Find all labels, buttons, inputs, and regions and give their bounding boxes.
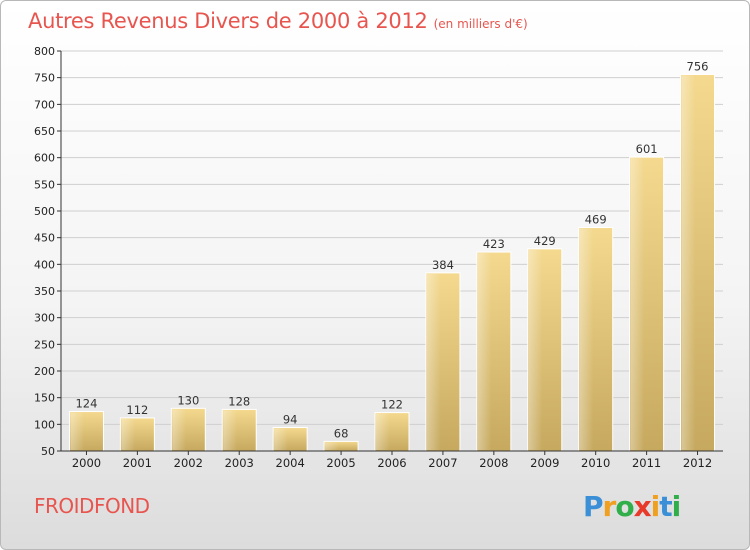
x-tick-label: 2001 bbox=[123, 456, 152, 470]
y-tick-label: 800 bbox=[34, 45, 55, 58]
data-label: 122 bbox=[381, 398, 403, 412]
x-tick-label: 2008 bbox=[479, 456, 508, 470]
bar-highlight bbox=[630, 158, 645, 450]
y-tick-label: 700 bbox=[34, 98, 55, 111]
x-tick-label: 2003 bbox=[225, 456, 254, 470]
bars: 124 112 130 128 94 68 122 384 423 429 469 601 756 bbox=[68, 59, 716, 452]
x-tick-label: 2012 bbox=[683, 456, 712, 470]
x-tick-label: 2006 bbox=[377, 456, 406, 470]
y-tick-label: 400 bbox=[34, 258, 55, 271]
x-tick-label: 2004 bbox=[276, 456, 305, 470]
grid-lines bbox=[61, 50, 723, 452]
data-label: 756 bbox=[687, 59, 709, 73]
data-label: 68 bbox=[334, 426, 349, 440]
logo-letter: i bbox=[650, 490, 661, 523]
place-name: FROIDFOND bbox=[34, 494, 150, 518]
y-tick-label: 350 bbox=[34, 285, 55, 298]
data-label: 469 bbox=[585, 213, 607, 227]
data-label: 423 bbox=[483, 237, 505, 251]
data-label: 112 bbox=[126, 403, 148, 417]
proxiti-logo[interactable]: Proxiti bbox=[583, 490, 682, 523]
data-label: 94 bbox=[283, 413, 298, 427]
logo-letter: o bbox=[615, 490, 634, 523]
data-label: 429 bbox=[534, 234, 556, 248]
x-tick-label: 2007 bbox=[428, 456, 457, 470]
bar-highlight bbox=[223, 410, 237, 450]
y-tick-label: 750 bbox=[34, 72, 55, 85]
data-label: 128 bbox=[228, 394, 250, 408]
y-tick-label: 500 bbox=[34, 205, 55, 218]
y-tick-label: 100 bbox=[34, 418, 55, 431]
chart-title: Autres Revenus Divers de 2000 à 2012 bbox=[28, 9, 428, 33]
x-tick-label: 2005 bbox=[326, 456, 355, 470]
bar-highlight bbox=[325, 442, 339, 450]
data-label: 130 bbox=[177, 393, 199, 407]
chart-title-block: Autres Revenus Divers de 2000 à 2012 (en … bbox=[28, 9, 528, 33]
x-tick-label: 2000 bbox=[72, 456, 101, 470]
logo-letter: t bbox=[659, 490, 672, 523]
bar-highlight bbox=[579, 228, 594, 450]
bar-highlight bbox=[426, 273, 441, 450]
y-tick-label: 250 bbox=[34, 338, 55, 351]
x-tick-label: 2010 bbox=[581, 456, 610, 470]
y-tick-label: 50 bbox=[41, 445, 55, 458]
chart-subtitle: (en milliers d'€) bbox=[433, 17, 528, 31]
y-tick-label: 650 bbox=[34, 125, 55, 138]
logo-letter: x bbox=[633, 490, 652, 523]
bar-highlight bbox=[172, 409, 186, 450]
y-tick-label: 600 bbox=[34, 152, 55, 165]
logo-letter: i bbox=[671, 490, 682, 523]
x-tick-label: 2009 bbox=[530, 456, 559, 470]
logo-letter: P bbox=[583, 490, 604, 523]
y-tick-label: 300 bbox=[34, 312, 55, 325]
logo-letter: r bbox=[602, 490, 617, 523]
bar-highlight bbox=[477, 253, 492, 450]
bar-highlight bbox=[70, 412, 85, 450]
y-tick-label: 550 bbox=[34, 178, 55, 191]
x-tick-label: 2002 bbox=[174, 456, 203, 470]
y-tick-label: 150 bbox=[34, 392, 55, 405]
y-tick-label: 450 bbox=[34, 232, 55, 245]
bar-highlight bbox=[528, 249, 543, 450]
data-label: 601 bbox=[636, 142, 658, 156]
bar-highlight bbox=[376, 413, 390, 450]
data-label: 384 bbox=[432, 258, 454, 272]
bar-highlight bbox=[274, 428, 288, 450]
bar-highlight bbox=[681, 75, 696, 450]
axes: 50 100 150 200 250 300 350 400 450 500 550 600 650 70… bbox=[34, 45, 723, 470]
x-tick-label: 2011 bbox=[632, 456, 661, 470]
bar-highlight bbox=[121, 418, 135, 450]
data-label: 124 bbox=[75, 397, 97, 411]
y-tick-label: 200 bbox=[34, 365, 55, 378]
